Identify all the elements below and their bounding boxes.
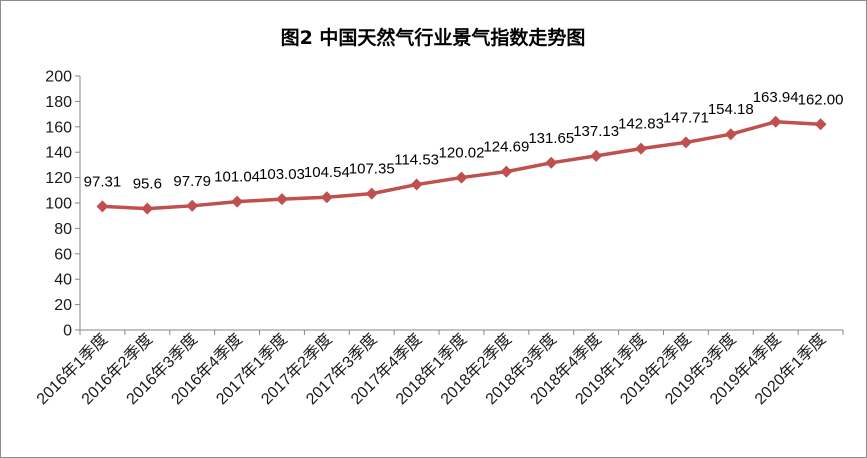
data-point [455,171,468,184]
data-label: 95.6 [133,176,162,193]
y-tick-label: 140 [45,145,72,162]
data-label: 114.53 [394,152,439,169]
y-tick-label: 100 [45,196,72,213]
data-point [231,195,244,208]
chart-title: 图2 中国天然气行业景气指数走势图 [281,26,586,49]
data-label: 162.00 [798,91,844,108]
x-axis-ticks: 2016年1季度2016年2季度2016年3季度2016年4季度2017年1季度… [33,330,844,408]
data-point [320,191,333,204]
y-tick-label: 20 [54,297,72,314]
data-point [96,200,109,213]
y-axis-ticks: 0 20 40 60 80 100 120 140 160 180 200 [45,69,80,340]
data-label: 120.02 [439,145,485,162]
data-point [365,187,378,200]
data-point [186,199,199,212]
data-label: 142.83 [618,116,664,133]
data-label: 137.13 [573,123,619,140]
y-tick-label: 60 [54,246,72,263]
data-point [141,202,154,215]
data-label: 101.04 [214,169,260,186]
y-tick-label: 80 [54,221,72,238]
data-point [679,136,692,149]
data-point [769,115,782,128]
data-label: 97.31 [84,173,122,190]
data-label: 104.54 [304,164,350,181]
data-markers [96,115,827,215]
y-tick-label: 160 [45,119,72,136]
data-label: 107.35 [349,161,395,178]
data-label: 147.71 [663,109,709,126]
data-point [724,128,737,141]
data-point [275,193,288,206]
data-point [545,156,558,169]
y-tick-label: 0 [63,323,72,340]
data-label: 163.94 [753,89,799,106]
data-point [590,149,603,162]
y-tick-label: 180 [45,94,72,111]
data-point [410,178,423,191]
data-label: 154.18 [708,101,754,118]
data-label: 103.03 [259,166,305,183]
y-tick-label: 120 [45,170,72,187]
data-labels: 97.31 95.6 97.79 101.04103.03104.54107.3511… [84,89,844,193]
series-line [102,120,821,211]
y-tick-label: 40 [54,272,72,289]
data-point [814,118,827,131]
y-tick-label: 200 [45,69,72,86]
data-point [635,142,648,155]
data-label: 97.79 [173,173,211,190]
data-label: 124.69 [483,139,529,156]
data-point [500,165,513,178]
data-label: 131.65 [528,130,574,147]
